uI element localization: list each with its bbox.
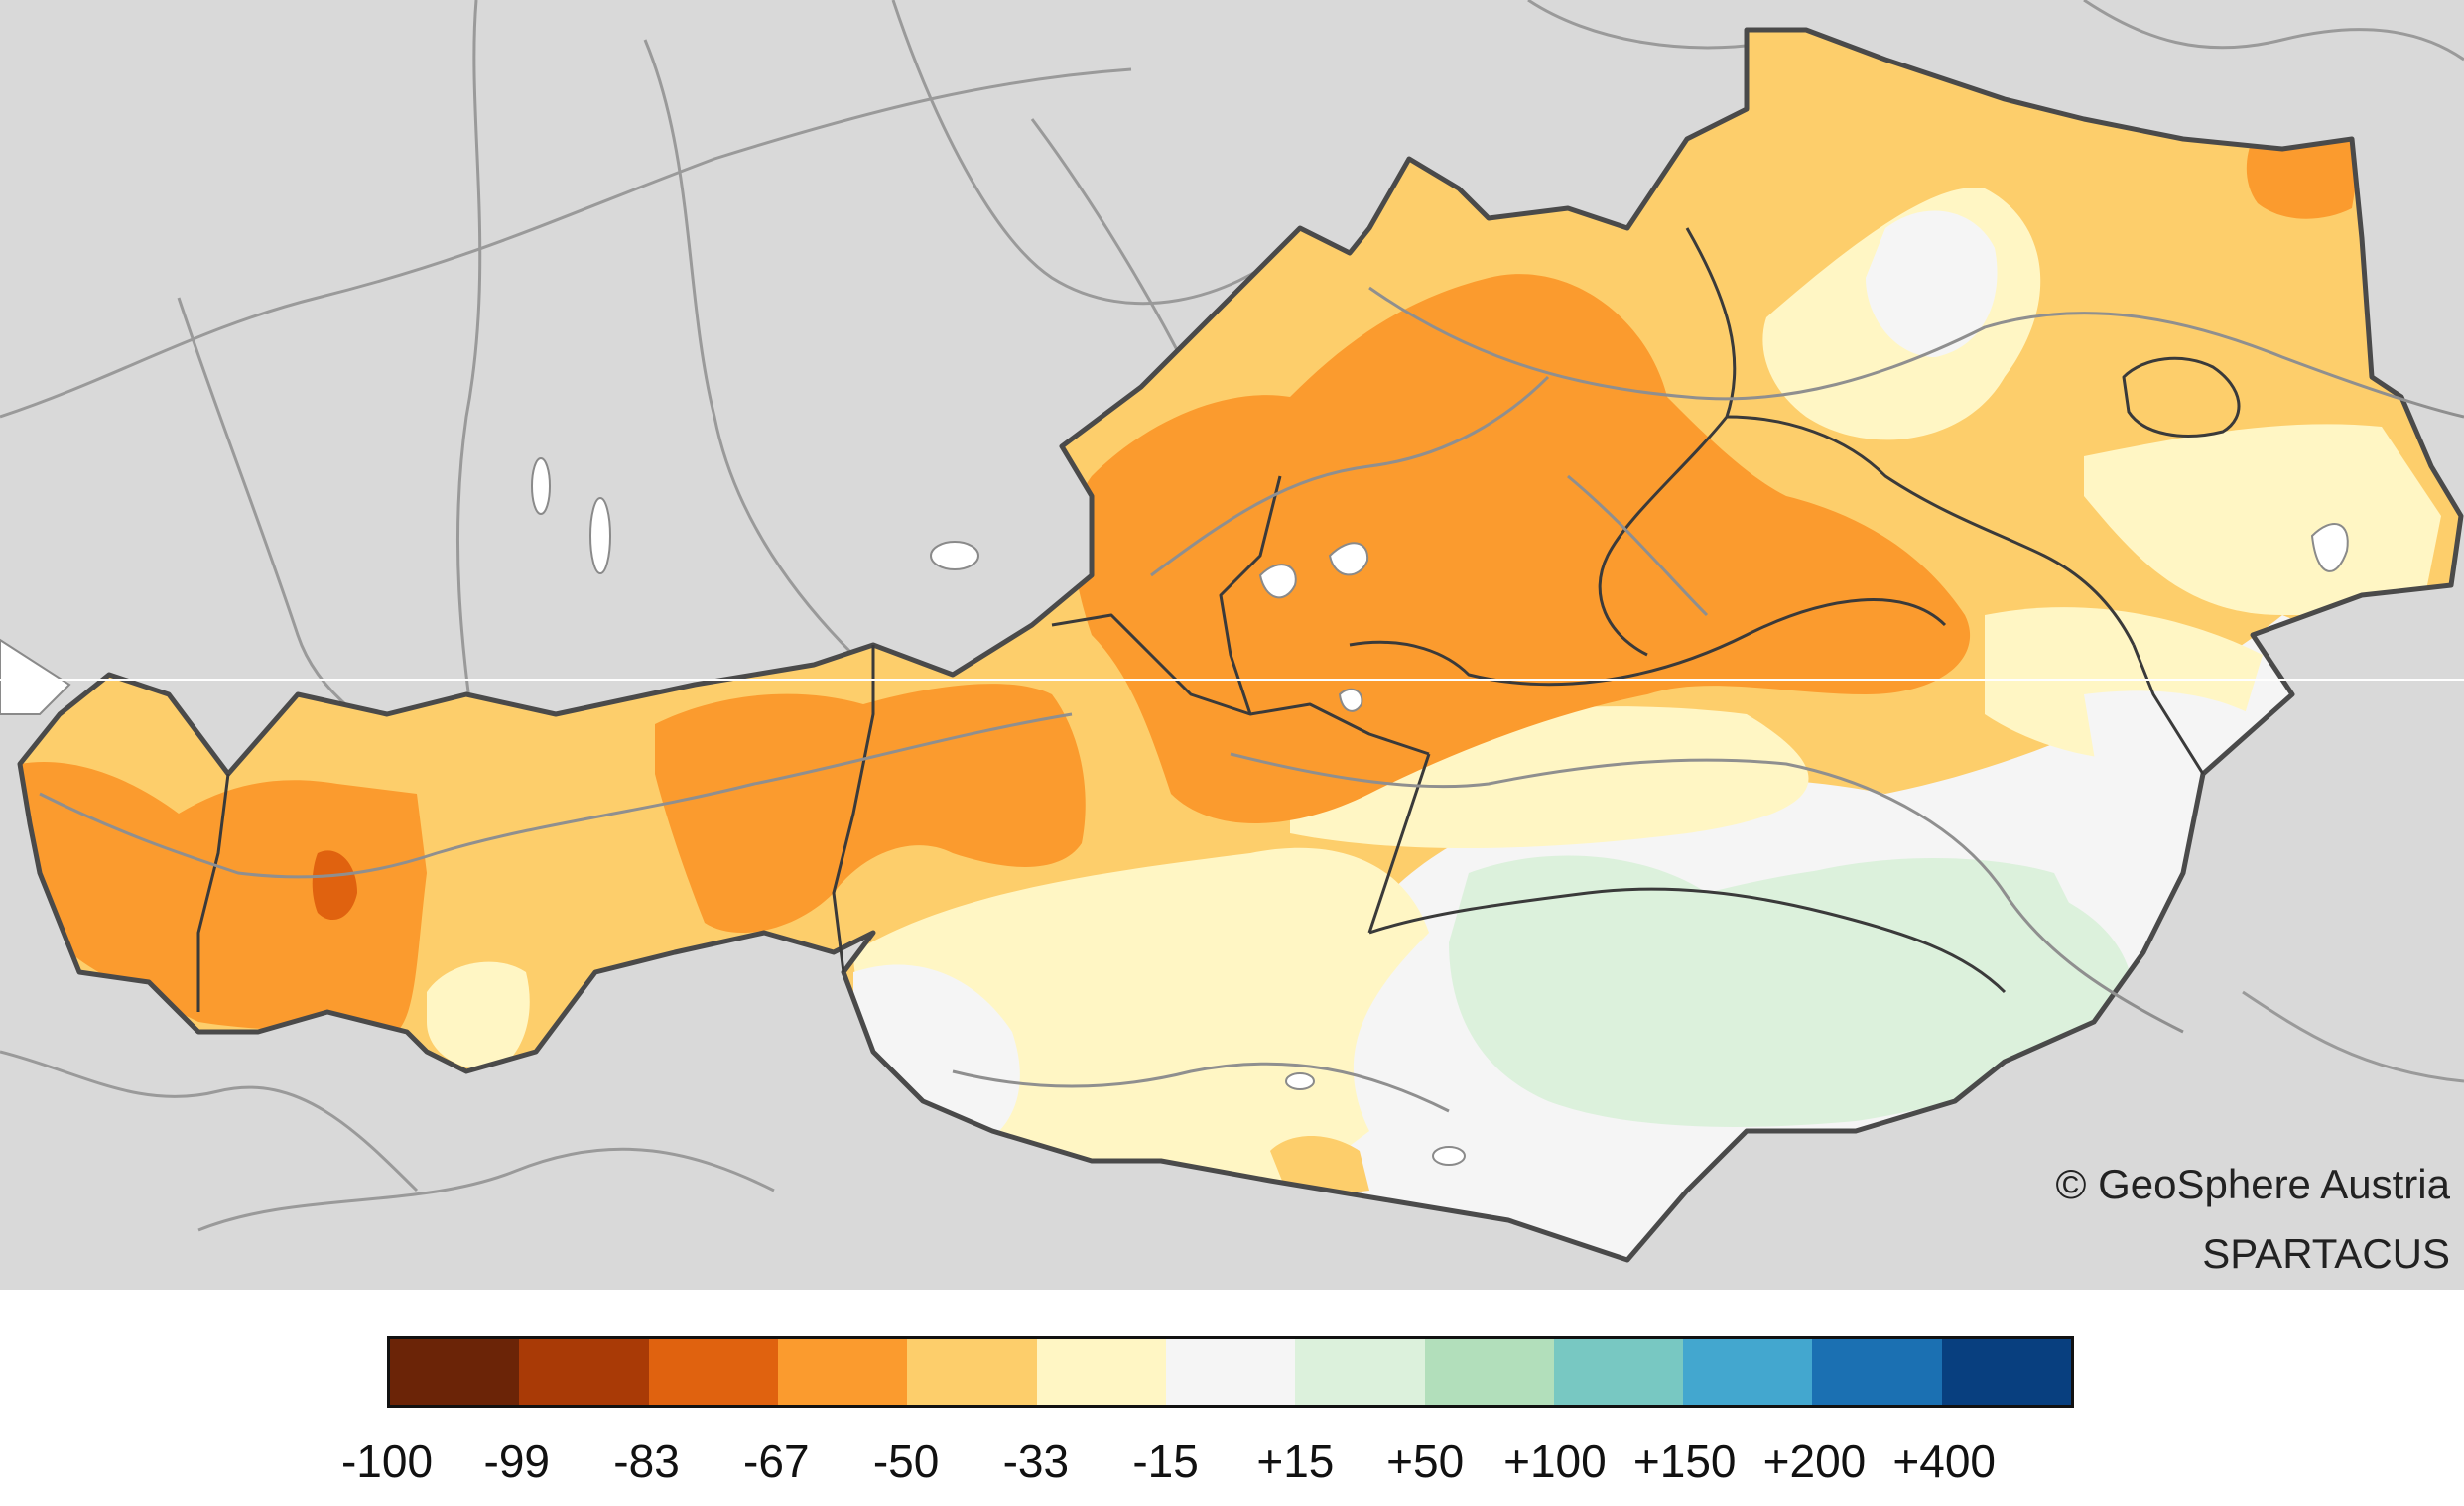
copyright-credit: © GeoSphere Austria <box>2055 1161 2450 1207</box>
legend-tick-label: -50 <box>872 1436 940 1487</box>
legend-swatch <box>1165 1339 1296 1405</box>
rivers <box>39 286 2464 1113</box>
legend-tick-label: +15 <box>1256 1436 1335 1487</box>
legend-tick-label: +200 <box>1762 1436 1867 1487</box>
legend-swatch <box>777 1339 908 1405</box>
legend-swatch <box>1036 1339 1166 1405</box>
legend-tick-label: +50 <box>1386 1436 1465 1487</box>
legend-tick-label: -83 <box>613 1436 680 1487</box>
neighbour-lakes <box>0 457 979 715</box>
legend-swatch <box>1941 1339 2072 1405</box>
legend-colorbar <box>387 1336 2074 1408</box>
precipitation-anomaly-map <box>0 0 2464 1290</box>
neighbour-rivers <box>0 0 2464 1232</box>
legend-swatch <box>519 1339 649 1405</box>
dataset-credit: SPARTACUS <box>2202 1230 2450 1277</box>
lakes <box>1258 523 2349 1166</box>
legend-tick-label: -100 <box>340 1436 434 1487</box>
legend-swatch <box>1295 1339 1425 1405</box>
legend-tick-label: -67 <box>743 1436 810 1487</box>
legend-tick-label: +150 <box>1632 1436 1737 1487</box>
legend-swatch <box>1553 1339 1684 1405</box>
legend-swatch <box>1683 1339 1813 1405</box>
legend-swatch <box>907 1339 1037 1405</box>
legend-tick-label: -15 <box>1132 1436 1199 1487</box>
legend-tick-label: +100 <box>1503 1436 1607 1487</box>
legend: -100 -99 -83 -67 -50 -33 -15 +15 +50 +100 +150 +200… <box>0 1290 2464 1506</box>
scan-line-artifact <box>0 679 2464 681</box>
legend-swatch <box>1812 1339 1942 1405</box>
legend-tick-label: -99 <box>483 1436 551 1487</box>
legend-swatch <box>648 1339 778 1405</box>
legend-tick-label: +400 <box>1892 1436 1997 1487</box>
state-borders <box>196 227 2241 1012</box>
legend-swatch <box>1424 1339 1554 1405</box>
country-border <box>17 27 2464 1263</box>
legend-swatch <box>390 1339 520 1405</box>
legend-tick-label: -33 <box>1002 1436 1070 1487</box>
